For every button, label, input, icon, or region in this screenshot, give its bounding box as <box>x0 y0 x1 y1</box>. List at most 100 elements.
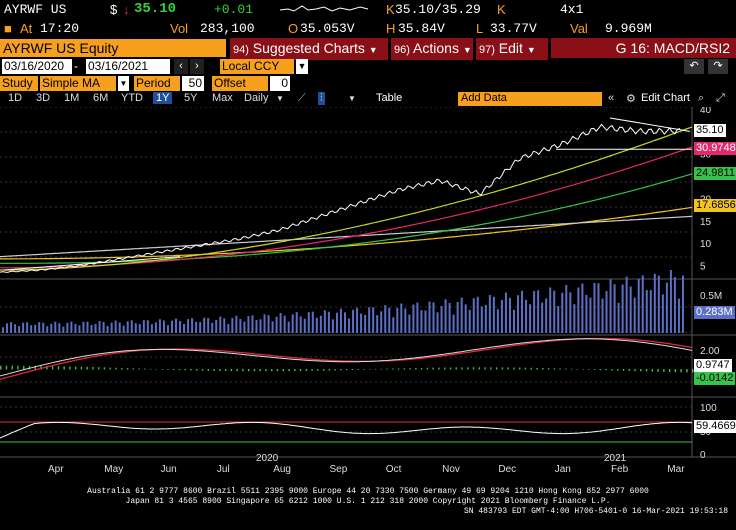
macd-histogram-bar <box>461 367 463 370</box>
period-5y[interactable]: 5Y <box>184 92 198 104</box>
macd-histogram-bar <box>28 365 31 370</box>
ma-red-badge: 30.9748 <box>694 142 736 155</box>
period-3d[interactable]: 3D <box>36 92 51 104</box>
chevron-down-icon[interactable]: ▼ <box>348 94 356 103</box>
macd-histogram-bar <box>490 367 492 370</box>
volume-bar <box>424 310 427 333</box>
end-date-field[interactable]: 03/16/2021 <box>86 59 170 74</box>
volume-bar <box>504 292 507 333</box>
volume-bar <box>597 283 600 333</box>
macd-histogram-bar <box>51 366 54 370</box>
month-tick-label: Nov <box>442 464 460 475</box>
volume-bar <box>6 323 9 333</box>
period-max[interactable]: Max <box>212 92 233 104</box>
period-6m[interactable]: 6M <box>93 92 109 104</box>
collapse-icon[interactable]: « <box>608 92 615 104</box>
volume-bar <box>130 320 133 333</box>
next-period-icon[interactable]: › <box>190 59 204 74</box>
macd-histogram-bar <box>201 369 204 371</box>
chart-svg[interactable]: 4035302520151050.5M2.000.00100500AprMayJ… <box>0 105 736 487</box>
offset-field[interactable]: 0 <box>270 76 290 91</box>
volume-bar <box>400 303 403 333</box>
macd-histogram-bar <box>46 365 48 370</box>
ma-green-line <box>0 173 693 264</box>
volume-bar <box>126 321 129 333</box>
security-field[interactable]: AYRWF US Equity <box>0 39 226 57</box>
macd-histogram-bar <box>224 369 227 372</box>
volume-bar <box>26 322 29 333</box>
macd-histogram-bar <box>363 369 365 370</box>
period-1d[interactable]: 1D <box>8 92 23 104</box>
macd-histogram-bar <box>98 367 100 370</box>
macd-histogram-bar <box>576 368 579 370</box>
macd-histogram-bar <box>265 369 267 372</box>
dropdown-icon: ▼ <box>368 45 378 55</box>
volume-bar <box>585 294 588 333</box>
volume-bar <box>673 277 676 333</box>
macd-histogram-bar <box>680 369 682 373</box>
undo-icon[interactable]: ↶ <box>684 59 704 74</box>
period-1y[interactable]: 1Y <box>153 92 173 104</box>
suggested-charts-button[interactable]: 94) Suggested Charts ▼ <box>230 38 388 60</box>
macd-histogram-bar <box>519 367 521 370</box>
volume-bar <box>191 318 194 333</box>
ticker[interactable]: AYRWF US <box>4 2 67 17</box>
add-data-field[interactable]: Add Data <box>458 92 602 106</box>
volume-bar <box>621 284 624 333</box>
actions-button[interactable]: 96) Actions ▼ <box>391 38 473 60</box>
table-button[interactable]: Table <box>376 92 403 104</box>
chevron-down-icon[interactable]: ▼ <box>276 94 284 103</box>
volume-bar <box>436 312 439 333</box>
macd-histogram-bar <box>392 368 394 370</box>
macd-histogram-bar <box>565 368 567 370</box>
macd-histogram-bar <box>236 369 238 372</box>
frequency-select[interactable]: Daily <box>244 92 269 104</box>
redo-icon[interactable]: ↷ <box>708 59 728 74</box>
year-tick-label: 2020 <box>256 453 279 464</box>
chevron-down-icon[interactable]: ▼ <box>296 59 308 74</box>
volume-bar <box>183 324 186 333</box>
volume-bar <box>142 320 145 333</box>
edit-chart-button[interactable]: Edit Chart <box>641 92 690 104</box>
menu-bar: AYRWF US Equity 94) Suggested Charts ▼ 9… <box>0 38 736 60</box>
macd-histogram-bar <box>455 367 457 370</box>
val-label: Val <box>570 21 588 36</box>
volume-bar <box>565 284 568 333</box>
volume-bar <box>545 298 548 333</box>
chart-area[interactable]: 4035302520151050.5M2.000.00100500AprMayJ… <box>0 105 736 487</box>
volume-bar <box>170 320 173 333</box>
volume-bar <box>525 299 528 333</box>
volume-bar <box>62 326 65 333</box>
trade-time: 17:20 <box>40 21 80 36</box>
start-date-field[interactable]: 03/16/2020 <box>2 59 72 74</box>
period-field[interactable]: 50 <box>182 76 204 91</box>
chevron-down-icon[interactable]: ▼ <box>118 76 129 91</box>
macd-histogram-bar <box>5 365 8 370</box>
prev-period-icon[interactable]: ‹ <box>174 59 188 74</box>
period-1m[interactable]: 1M <box>64 92 80 104</box>
volume-bar <box>593 282 596 333</box>
add-data-placeholder: Add Data <box>461 92 507 104</box>
study-type-select[interactable]: Simple MA <box>40 76 116 91</box>
volume-bar <box>428 301 431 333</box>
currency-select[interactable]: Local CCY <box>220 59 294 74</box>
price-tick-label: 10 <box>700 239 712 250</box>
edit-button[interactable]: 97) Edit ▼ <box>476 38 548 60</box>
line-chart-icon[interactable]: ⟋ <box>298 92 306 104</box>
volume-bar <box>589 297 592 333</box>
open-price: 35.053V <box>300 21 355 36</box>
macd-histogram-bar <box>420 367 423 370</box>
gear-icon[interactable]: ⚙ <box>626 93 636 105</box>
zoom-icon[interactable]: ⌕ <box>698 92 705 104</box>
period-ytd[interactable]: YTD <box>121 92 143 104</box>
macd-histogram-bar <box>311 369 313 371</box>
macd-histogram-bar <box>86 366 88 370</box>
bar-chart-icon[interactable]: ⫶ <box>318 92 325 105</box>
volume-bar <box>235 315 238 333</box>
month-tick-label: Mar <box>667 464 685 475</box>
volume-bar <box>187 319 190 333</box>
volume-bar <box>90 324 93 333</box>
volume-bar <box>10 322 13 333</box>
volume-bar <box>98 321 101 333</box>
expand-icon[interactable]: ⤢ <box>716 92 725 104</box>
